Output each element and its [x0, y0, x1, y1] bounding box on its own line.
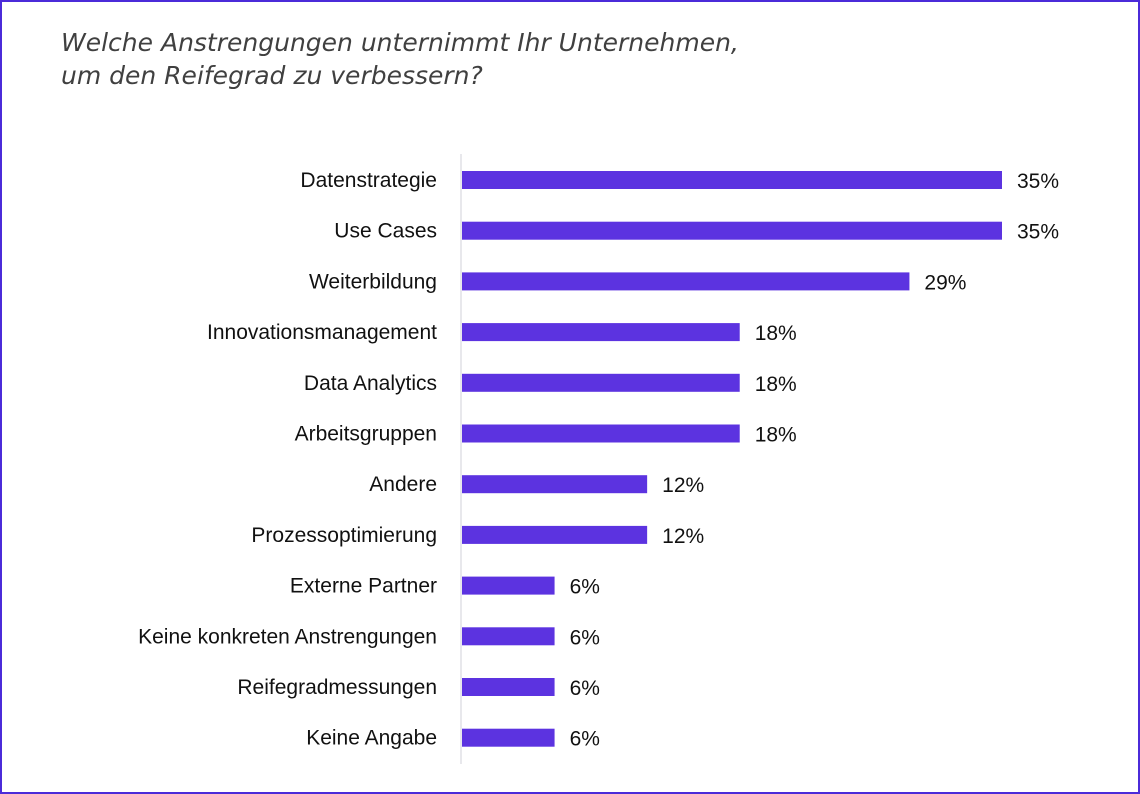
bar [462, 323, 740, 342]
bar [462, 424, 740, 443]
value-label: 6% [570, 677, 600, 700]
category-label: Reifegradmessungen [237, 676, 437, 699]
category-label: Prozessoptimierung [251, 524, 437, 547]
bar [462, 475, 648, 494]
category-label: Innovationsmanagement [207, 321, 437, 344]
category-label: Andere [369, 473, 437, 496]
chart-title-line-2: um den Reifegrad zu verbessern? [61, 61, 483, 90]
category-label: Datenstrategie [300, 169, 437, 192]
bar [462, 728, 555, 747]
bar [462, 373, 740, 392]
bar [462, 272, 910, 291]
category-label: Data Analytics [304, 372, 437, 395]
bar [462, 678, 555, 696]
value-label: 6% [570, 576, 600, 599]
chart-title-line-1: Welche Anstrengungen unternimmt Ihr Unte… [61, 28, 739, 57]
value-label: 18% [755, 373, 797, 396]
value-label: 29% [924, 271, 966, 294]
value-label: 35% [1017, 170, 1059, 193]
category-label: Keine Angabe [306, 727, 437, 750]
value-label: 6% [570, 728, 600, 751]
bar [462, 221, 1002, 240]
category-label: Externe Partner [290, 575, 437, 598]
category-label: Keine konkreten Anstrengungen [138, 625, 437, 648]
bar [462, 525, 648, 544]
value-label: 12% [662, 474, 704, 497]
value-label: 6% [570, 626, 600, 649]
bar [462, 171, 1002, 189]
category-label: Weiterbildung [309, 270, 437, 293]
category-label: Use Cases [334, 220, 437, 243]
bar [462, 576, 555, 595]
value-label: 18% [755, 322, 797, 345]
value-label: 12% [662, 525, 704, 548]
chart-title: Welche Anstrengungen unternimmt Ihr Unte… [61, 26, 739, 92]
value-label: 18% [755, 424, 797, 447]
category-label: Arbeitsgruppen [295, 423, 437, 446]
value-label: 35% [1017, 221, 1059, 244]
bar [462, 627, 555, 646]
